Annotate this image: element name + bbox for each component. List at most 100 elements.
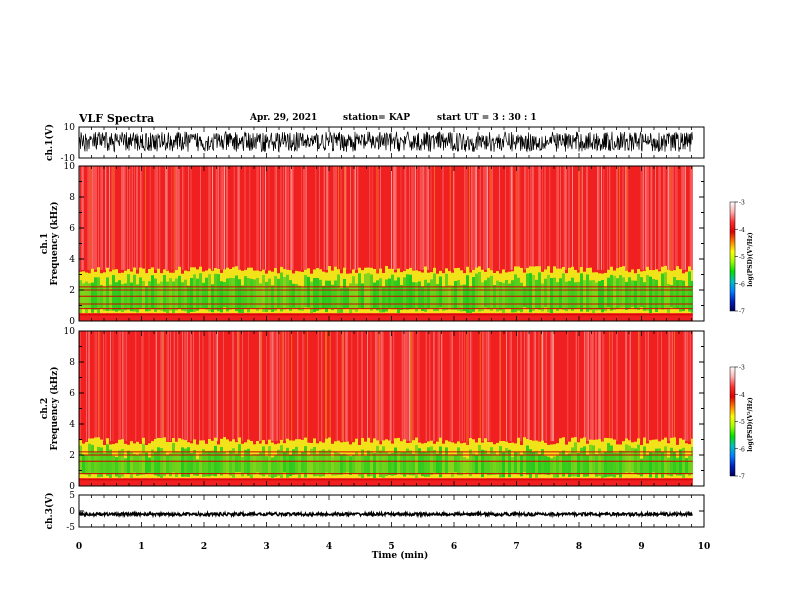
band-green — [295, 446, 298, 475]
y-tick-label: 8 — [69, 193, 75, 203]
spectrogram-streak — [406, 331, 408, 442]
spectrogram-streak — [484, 166, 486, 270]
band-green — [421, 451, 424, 477]
band-green — [475, 454, 478, 474]
spectrogram-burst — [325, 331, 326, 486]
spectrogram-streak — [170, 331, 171, 442]
spectrogram-streak — [166, 331, 168, 442]
spectrogram-streak — [488, 331, 489, 442]
spectrogram-streak — [429, 331, 431, 442]
band-green — [298, 285, 301, 311]
spectrogram-streak — [393, 166, 395, 270]
band-green — [307, 455, 310, 474]
spectrogram-streak — [303, 166, 305, 270]
spectrogram-streak — [105, 331, 107, 442]
band-green — [670, 447, 673, 477]
band-green — [463, 457, 466, 473]
band-green — [94, 277, 97, 310]
spectrogram-streak — [283, 331, 284, 442]
band-green — [379, 278, 382, 313]
spectrogram-streak — [94, 166, 96, 270]
band-green — [526, 445, 529, 475]
spectrogram-streak — [389, 331, 391, 442]
spectrogram-burst — [173, 166, 175, 321]
band-green — [640, 458, 643, 477]
low-freq-strip — [79, 313, 693, 321]
spectrogram-streak — [155, 331, 157, 442]
band-green — [643, 446, 646, 474]
spectrogram-streak — [663, 166, 665, 270]
band-green — [442, 454, 445, 473]
spectrogram-streak — [273, 331, 275, 442]
band-green — [244, 276, 247, 309]
band-green — [343, 453, 346, 473]
spectrogram-streak — [380, 331, 381, 442]
spectrogram-streak — [578, 166, 579, 270]
spectrogram-streak — [643, 166, 644, 270]
band-green — [268, 278, 271, 310]
band-green — [337, 274, 340, 314]
spectrogram-streak — [334, 166, 336, 270]
spectrogram-streak — [471, 331, 473, 442]
y-axis-label: Frequency (kHz) — [49, 201, 60, 285]
band-green — [277, 278, 280, 308]
spectrogram-streak — [676, 166, 678, 270]
band-green — [397, 277, 400, 314]
band-green — [208, 450, 211, 477]
band-green — [151, 275, 154, 310]
spectrogram-burst — [343, 331, 344, 486]
spectrogram-streak — [345, 166, 347, 270]
band-green — [541, 283, 544, 312]
band-green — [451, 285, 454, 310]
spectrogram-streak — [355, 166, 356, 270]
band-green — [364, 455, 367, 474]
band-green — [502, 452, 505, 478]
spectrogram-streak — [413, 166, 415, 270]
spectrogram-streak — [319, 166, 320, 270]
band-green — [289, 280, 292, 311]
spectrogram-streak — [609, 166, 611, 270]
spectrogram-burst — [515, 166, 517, 321]
spectrogram-streak — [622, 166, 624, 270]
spectrogram-streak — [317, 331, 319, 442]
band-green — [121, 284, 124, 313]
x-tick-label: 9 — [638, 542, 644, 552]
spectrogram-streak — [485, 331, 487, 442]
band-green — [466, 458, 469, 474]
spectrogram-streak — [286, 166, 288, 270]
band-green — [271, 457, 274, 478]
spectrogram-burst — [281, 331, 283, 486]
spectrogram-streak — [611, 331, 613, 442]
band-green — [682, 447, 685, 478]
spectrogram-streak — [602, 331, 603, 442]
band-green — [403, 277, 406, 310]
spectrogram-streak — [487, 331, 488, 442]
band-green — [337, 452, 340, 475]
band-green — [538, 454, 541, 475]
spectrogram-burst — [638, 331, 639, 486]
spectrogram-streak — [301, 166, 302, 270]
band-green — [310, 281, 313, 314]
spectrogram-streak — [335, 331, 337, 442]
band-green — [553, 277, 556, 309]
band-green — [349, 456, 352, 475]
band-green — [406, 274, 409, 310]
spectrogram-streak — [596, 331, 597, 442]
band-green — [487, 453, 490, 476]
spectrogram-streak — [587, 331, 589, 442]
band-green — [391, 453, 394, 476]
band-green — [160, 448, 163, 478]
spectrogram-streak — [421, 166, 422, 270]
colorbar-tick-label: -5 — [739, 254, 745, 261]
spectrogram-streak — [208, 166, 210, 270]
spectrogram-streak — [651, 166, 653, 270]
band-green — [628, 277, 631, 309]
spectrogram-streak — [527, 166, 529, 270]
spectrogram-streak — [590, 331, 591, 442]
spectrogram-streak — [148, 331, 150, 442]
band-green — [178, 275, 181, 309]
spectrogram-streak — [321, 331, 323, 442]
band-green — [589, 280, 592, 311]
band-green — [211, 450, 214, 476]
